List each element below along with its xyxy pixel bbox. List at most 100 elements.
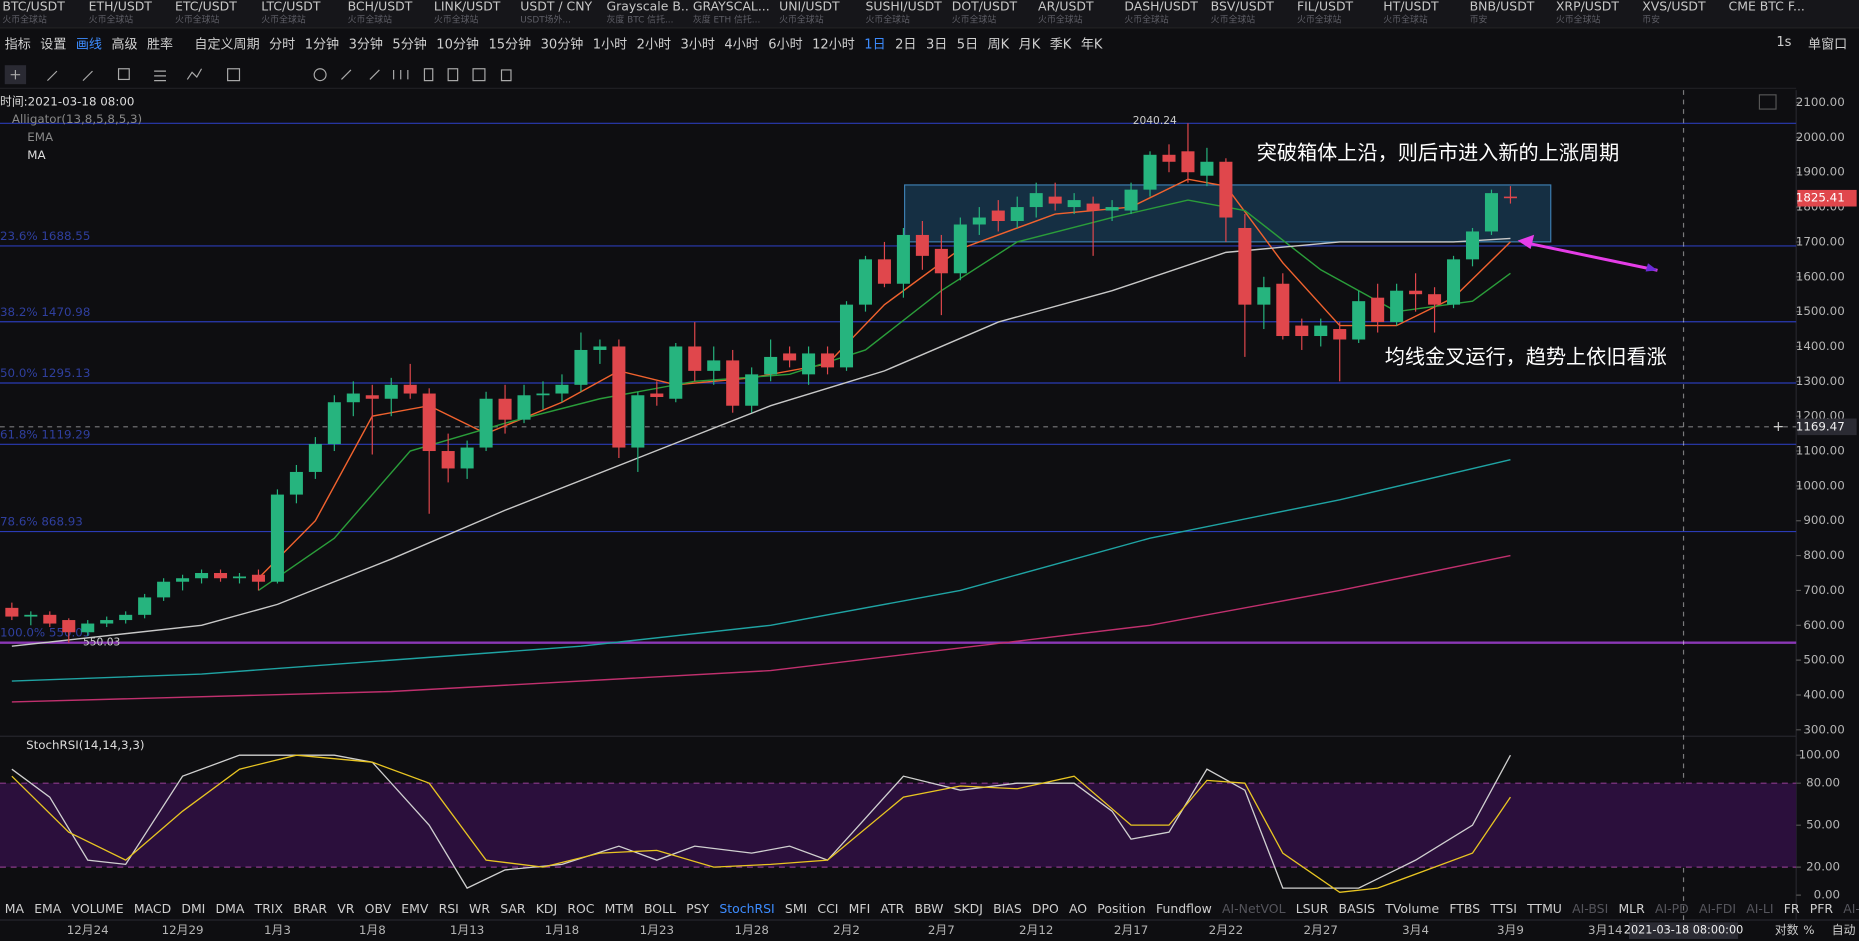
period-button[interactable]: 1日 (864, 36, 886, 53)
indicator-tab[interactable]: SKDJ (953, 902, 983, 917)
indicator-tab[interactable]: AI-LI (1746, 902, 1774, 917)
indicator-tab[interactable]: DMA (215, 902, 245, 917)
period-button[interactable]: 30分钟 (540, 36, 584, 53)
indicator-tab[interactable]: VOLUME (71, 902, 124, 917)
indicator-tab[interactable]: KDJ (535, 902, 558, 917)
indicator-tab[interactable]: MTM (604, 902, 634, 917)
indicator-tab[interactable]: LSUR (1295, 902, 1329, 917)
period-button[interactable]: 4小时 (724, 36, 759, 53)
indicator-tab[interactable]: ATR (880, 902, 905, 917)
period-button[interactable]: 周K (987, 36, 1010, 53)
indicator-tab[interactable]: RSI (438, 902, 459, 917)
period-button[interactable]: 15分钟 (488, 36, 532, 53)
period-button[interactable]: 12小时 (812, 36, 855, 53)
indicator-tab[interactable]: FR (1783, 902, 1800, 917)
indicator-tab[interactable]: AI-BSI (1572, 902, 1609, 917)
period-button[interactable]: 年K (1080, 36, 1103, 53)
period-button[interactable]: 6小时 (768, 36, 803, 53)
indicator-tab[interactable]: FTBS (1449, 902, 1481, 917)
period-button[interactable]: 5分钟 (392, 36, 427, 53)
indicator-tab[interactable]: BIAS (993, 902, 1022, 917)
indicator-tab[interactable]: DMI (181, 902, 206, 917)
ticker[interactable]: ETC/USDT 火币全球站 (173, 0, 259, 27)
tool-button[interactable]: 1s (1776, 34, 1792, 50)
tool-button[interactable]: 画线 (75, 36, 102, 53)
ticker[interactable]: GRAYSCAL... 灰度 ETH 信托... (690, 0, 776, 27)
indicator-tab[interactable]: WR (469, 902, 491, 917)
ticker[interactable]: LINK/USDT 火币全球站 (432, 0, 518, 27)
indicator-tab[interactable]: PSY (686, 902, 710, 917)
indicator-tab[interactable]: TRIX (254, 902, 284, 917)
indicator-tab[interactable]: TTSI (1490, 902, 1517, 917)
indicator-tab[interactable]: VR (337, 902, 355, 917)
period-button[interactable]: 2日 (895, 36, 917, 53)
indicator-tab[interactable]: MA (4, 902, 25, 917)
ticker[interactable]: BNB/USDT 币安 (1467, 0, 1553, 27)
ticker[interactable]: HT/USDT 火币全球站 (1381, 0, 1467, 27)
period-button[interactable]: 分时 (269, 36, 296, 53)
indicator-tab[interactable]: AI-FDI (1698, 902, 1737, 917)
indicator-tab[interactable]: BOLL (643, 902, 676, 917)
period-button[interactable]: 月K (1018, 36, 1041, 53)
ticker[interactable]: DOT/USDT 火币全球站 (949, 0, 1035, 27)
ticker[interactable]: ETH/USDT 火币全球站 (86, 0, 172, 27)
ticker[interactable]: USDT / CNY USDT场外... (518, 0, 604, 27)
period-button[interactable]: 1小时 (592, 36, 628, 53)
ticker[interactable]: FIL/USDT 火币全球站 (1295, 0, 1381, 27)
ticker[interactable]: BCH/USDT 火币全球站 (345, 0, 431, 27)
indicator-tab[interactable]: MACD (133, 902, 172, 917)
indicator-tab[interactable]: BASIS (1338, 902, 1376, 917)
indicator-tab[interactable]: CCI (817, 902, 839, 917)
indicator-tab[interactable]: TTMU (1527, 902, 1562, 917)
indicator-tab[interactable]: Position (1097, 902, 1146, 917)
period-button[interactable]: 5日 (956, 36, 979, 53)
ticker[interactable]: AR/USDT 火币全球站 (1036, 0, 1122, 27)
ticker[interactable]: UNI/USDT 火币全球站 (777, 0, 863, 27)
ticker[interactable]: BTC/USDT 火币全球站 (0, 0, 86, 27)
indicator-tab[interactable]: EMV (401, 902, 429, 917)
indicator-tab[interactable]: DPO (1031, 902, 1059, 917)
ticker[interactable]: DASH/USDT 火币全球站 (1122, 0, 1208, 27)
indicator-tab[interactable]: AI-PD (1654, 902, 1689, 917)
ticker[interactable]: Grayscale B... 灰度 BTC 信托... (604, 0, 691, 27)
indicator-tab[interactable]: Fundflow (1155, 902, 1212, 917)
indicator-tab[interactable]: SMI (784, 902, 808, 917)
axis-option[interactable]: 自动 (1832, 923, 1856, 937)
period-button[interactable]: 1分钟 (304, 36, 340, 53)
ticker[interactable]: BSV/USDT 火币全球站 (1208, 0, 1294, 27)
tool-button[interactable]: 设置 (40, 36, 67, 53)
period-button[interactable]: 10分钟 (436, 36, 479, 53)
indicator-tab[interactable]: BBW (914, 902, 944, 917)
tool-button[interactable]: 指标 (4, 36, 31, 53)
indicator-tab[interactable]: SAR (500, 902, 526, 917)
period-button[interactable]: 3小时 (680, 36, 715, 53)
ticker[interactable]: XRP/USDT 火币全球站 (1554, 0, 1640, 27)
ticker[interactable]: XVS/USDT 币安 (1640, 0, 1726, 27)
indicator-tab[interactable]: AI-BST (1843, 902, 1859, 917)
period-button[interactable]: 3日 (925, 36, 948, 53)
period-button[interactable]: 季K (1049, 36, 1072, 53)
indicator-tab[interactable]: AO (1069, 902, 1088, 917)
indicator-tab[interactable]: AI-NetVOL (1221, 902, 1286, 917)
indicator-tab[interactable]: ROC (567, 902, 595, 917)
ticker[interactable]: SUSHI/USDT 火币全球站 (863, 0, 949, 27)
custom-period[interactable]: 自定义周期 (194, 36, 260, 53)
indicator-tab[interactable]: MLR (1618, 902, 1645, 917)
period-button[interactable]: 2小时 (636, 36, 672, 53)
axis-option[interactable]: 对数 (1775, 923, 1799, 937)
indicator-tab[interactable]: BRAR (293, 902, 328, 917)
tool-button[interactable]: 单窗口 (1808, 36, 1848, 53)
ticker[interactable]: CME BTC F... (1726, 0, 1812, 27)
axis-option[interactable]: % (1803, 923, 1814, 937)
indicator-tab[interactable]: EMA (34, 902, 62, 917)
indicator-tab[interactable]: TVolume (1385, 902, 1440, 917)
indicator-tab[interactable]: OBV (364, 902, 392, 917)
period-button[interactable]: 3分钟 (348, 36, 383, 53)
indicator-tab[interactable]: PFR (1809, 902, 1834, 917)
fullscreen-icon[interactable] (1758, 94, 1777, 110)
indicator-tab[interactable]: MFI (848, 902, 871, 917)
tool-button[interactable]: 胜率 (147, 36, 174, 53)
ticker[interactable]: LTC/USDT 火币全球站 (259, 0, 345, 27)
indicator-tab[interactable]: StochRSI (719, 902, 775, 917)
tool-button[interactable]: 高级 (111, 36, 138, 53)
